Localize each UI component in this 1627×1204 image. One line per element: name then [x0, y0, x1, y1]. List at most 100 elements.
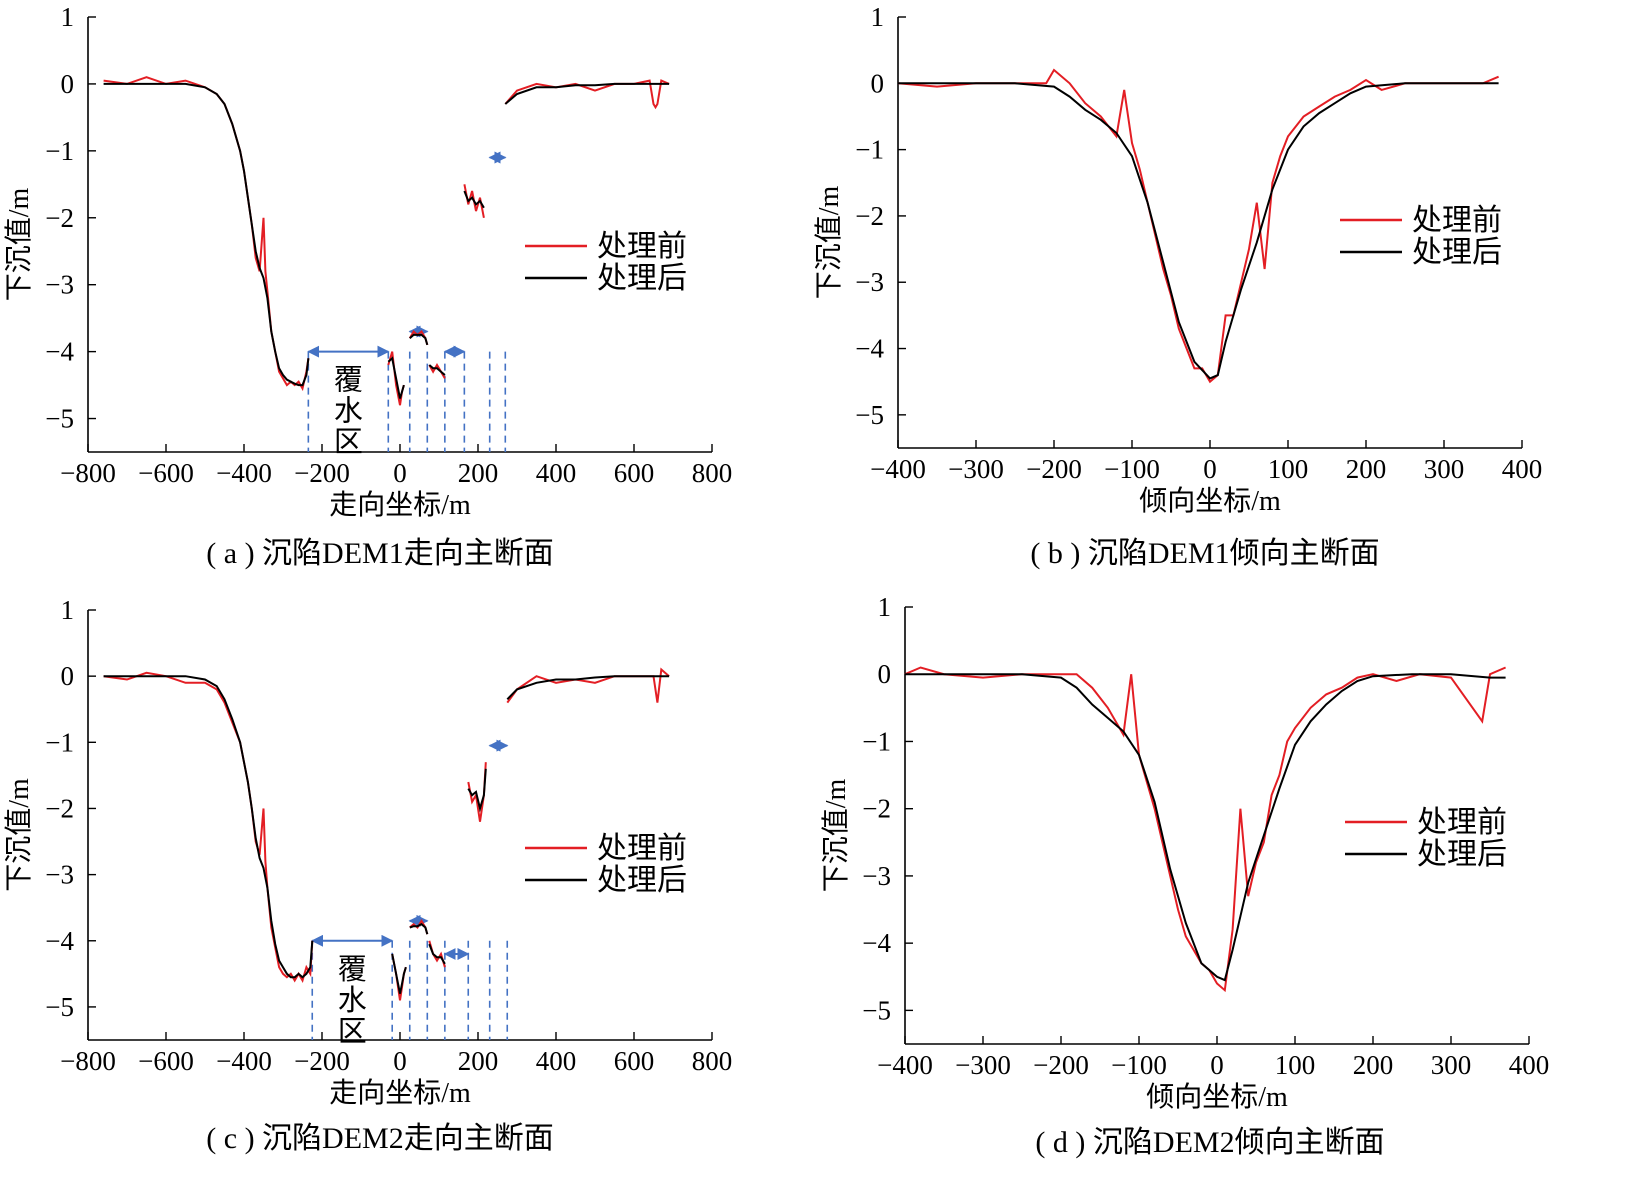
y-tick-label: −4	[45, 926, 74, 956]
x-tick-label: −400	[870, 454, 926, 484]
y-tick-label: −1	[45, 136, 74, 166]
x-tick-label: 300	[1424, 454, 1465, 484]
y-tick-label: −2	[45, 793, 74, 823]
legend-label-smooth: 处理后	[1412, 236, 1502, 269]
water-area-label: 区	[334, 427, 363, 459]
legend-label-smooth: 处理后	[1417, 838, 1507, 871]
panel-d: −400 −300 −200 −100 0 100 200 300 400 1 0 −1 −2 −3 −4 −…	[820, 592, 1549, 1159]
series-smooth-segment	[467, 768, 487, 813]
x-tick-label: 0	[1203, 454, 1217, 484]
x-tick-label: 400	[536, 1046, 577, 1076]
x-tick-label: 100	[1268, 454, 1309, 484]
series-smooth-segment	[463, 190, 485, 209]
y-tick-label: −1	[855, 135, 884, 165]
y-tick-label: 1	[61, 595, 75, 625]
y-tick-label: −3	[45, 270, 74, 300]
y-tick-label: 1	[871, 2, 885, 32]
y-tick-label: −5	[862, 995, 891, 1025]
y-tick-label: −3	[862, 861, 891, 891]
x-tick-label: 800	[692, 1046, 733, 1076]
y-axis-label: 下沉值/m	[3, 188, 35, 302]
panel-caption: ( d ) 沉陷DEM2倾向主断面	[1035, 1126, 1384, 1159]
y-tick-label: −3	[855, 267, 884, 297]
x-tick-label: 200	[458, 1046, 499, 1076]
x-tick-label: 0	[393, 1046, 407, 1076]
series-smooth-segment	[409, 333, 429, 346]
x-tick-label: −200	[294, 458, 350, 488]
x-tick-label: −100	[1111, 1050, 1167, 1080]
x-tick-label: −800	[60, 458, 116, 488]
y-tick-label: 0	[61, 69, 75, 99]
x-tick-label: 300	[1431, 1050, 1472, 1080]
y-tick-label: −4	[855, 334, 884, 364]
series-raw-line	[904, 666, 1506, 993]
y-tick-label: −2	[855, 201, 884, 231]
series-smooth-segment	[504, 82, 670, 105]
y-tick-label: −2	[862, 794, 891, 824]
x-tick-label: −400	[877, 1050, 933, 1080]
y-tick-label: 0	[61, 661, 75, 691]
panel-caption: ( a ) 沉陷DEM1走向主断面	[206, 537, 553, 570]
x-tick-label: −600	[138, 1046, 194, 1076]
x-tick-label: 600	[614, 1046, 655, 1076]
legend-label-smooth: 处理后	[597, 864, 687, 897]
panel-caption: ( b ) 沉陷DEM1倾向主断面	[1030, 537, 1379, 570]
x-tick-label: 100	[1275, 1050, 1316, 1080]
x-axis-label: 倾向坐标/m	[1146, 1081, 1288, 1113]
series-smooth-line	[905, 673, 1506, 982]
water-area-label: 覆	[334, 365, 363, 397]
x-tick-label: 0	[1210, 1050, 1224, 1080]
panel-b: −400 −300 −200 −100 0 100 200 300 400 1 0 −1 −2 −3 −4 −…	[813, 2, 1542, 570]
legend-label-raw: 处理前	[1412, 204, 1502, 237]
water-area-label: 覆	[338, 954, 367, 986]
x-tick-label: −100	[1104, 454, 1160, 484]
y-axis-label: 下沉值/m	[813, 186, 845, 300]
y-tick-label: 0	[878, 659, 892, 689]
x-tick-label: −400	[216, 458, 272, 488]
legend-label-smooth: 处理后	[597, 262, 687, 295]
water-area-label: 水	[334, 395, 363, 428]
x-axis-label: 倾向坐标/m	[1139, 485, 1281, 517]
x-tick-label: 400	[1509, 1050, 1550, 1080]
y-tick-label: −4	[862, 928, 891, 958]
x-tick-label: 200	[1346, 454, 1387, 484]
x-tick-label: −800	[60, 1046, 116, 1076]
y-tick-label: −2	[45, 203, 74, 233]
series-smooth-segment	[428, 364, 446, 376]
y-tick-label: 1	[878, 592, 892, 622]
x-tick-label: 400	[1502, 454, 1543, 484]
legend-label-raw: 处理前	[1417, 806, 1507, 839]
legend-label-raw: 处理前	[597, 230, 687, 263]
water-area-label: 水	[338, 984, 367, 1017]
series-smooth-line	[898, 82, 1499, 380]
y-axis-label: 下沉值/m	[3, 778, 35, 892]
series-raw-line	[897, 68, 1499, 384]
panel-c: −800 −600 −400 −200 0 200 400 600 800 1 0 −1 −2 −3 −4 −…	[3, 595, 732, 1155]
x-tick-label: −400	[216, 1046, 272, 1076]
y-tick-label: −4	[45, 337, 74, 367]
y-axis-label: 下沉值/m	[820, 779, 852, 893]
series-smooth-segment	[409, 923, 429, 935]
series-smooth-line	[103, 82, 310, 387]
x-tick-label: −600	[138, 458, 194, 488]
legend-label-raw: 处理前	[597, 832, 687, 865]
panel-caption: ( c ) 沉陷DEM2走向主断面	[206, 1122, 553, 1155]
x-tick-label: −300	[948, 454, 1004, 484]
series-raw-segment	[506, 667, 670, 704]
water-area-label: 区	[338, 1016, 367, 1048]
x-axis-label: 走向坐标/m	[329, 489, 471, 521]
x-tick-label: 200	[458, 458, 499, 488]
series-smooth-segment	[387, 356, 405, 399]
series-raw-line	[103, 671, 314, 984]
series-smooth-segment	[428, 943, 446, 965]
series-raw-line	[103, 76, 310, 392]
series-smooth-segment	[391, 953, 407, 994]
y-tick-label: 1	[61, 2, 75, 32]
y-tick-label: −5	[45, 404, 74, 434]
x-tick-label: 0	[393, 458, 407, 488]
y-tick-label: −5	[855, 400, 884, 430]
x-tick-label: −200	[294, 1046, 350, 1076]
y-tick-label: −1	[45, 727, 74, 757]
x-tick-label: −300	[955, 1050, 1011, 1080]
